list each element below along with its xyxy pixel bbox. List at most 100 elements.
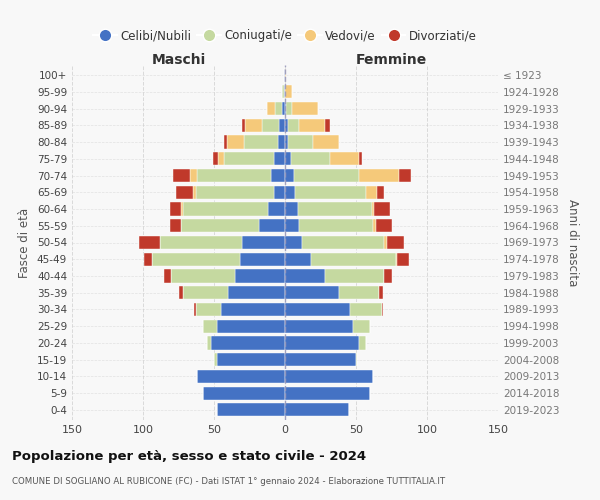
Bar [288,136,313,148]
Bar [285,286,339,300]
Legend: Celibi/Nubili, Coniugati/e, Vedovi/e, Divorziati/e: Celibi/Nubili, Coniugati/e, Vedovi/e, Di… [88,25,482,47]
Bar [242,119,245,132]
Bar [387,236,404,249]
Bar [228,286,285,300]
Bar [366,186,377,199]
Bar [359,152,362,166]
Bar [325,270,385,282]
Bar [259,219,285,232]
Bar [285,386,370,400]
Bar [385,236,387,249]
Bar [218,152,224,166]
Bar [245,119,262,132]
Bar [212,152,218,166]
Bar [197,370,285,383]
Bar [285,303,350,316]
Bar [398,169,412,182]
Bar [179,286,183,300]
Y-axis label: Anni di nascita: Anni di nascita [566,199,579,286]
Text: COMUNE DI SOGLIANO AL RUBICONE (FC) - Dati ISTAT 1° gennaio 2024 - Elaborazione : COMUNE DI SOGLIANO AL RUBICONE (FC) - Da… [12,477,445,486]
Bar [235,270,285,282]
Bar [285,202,298,215]
Bar [274,186,285,199]
Bar [288,119,299,132]
Bar [196,303,221,316]
Bar [359,169,398,182]
Bar [224,136,227,148]
Bar [302,236,385,249]
Bar [376,219,392,232]
Bar [292,102,317,115]
Bar [377,186,385,199]
Bar [353,320,370,333]
Bar [160,236,242,249]
Bar [196,186,274,199]
Bar [285,336,359,349]
Bar [290,152,331,166]
Bar [285,252,311,266]
Bar [285,68,286,82]
Text: Maschi: Maschi [151,52,206,66]
Bar [207,336,211,349]
Bar [172,270,235,282]
Bar [285,404,349,416]
Bar [285,186,295,199]
Bar [285,86,292,98]
Bar [211,336,285,349]
Bar [285,270,325,282]
Bar [285,119,288,132]
Bar [299,119,325,132]
Bar [285,353,356,366]
Bar [284,86,285,98]
Bar [285,236,302,249]
Bar [176,186,193,199]
Bar [282,86,284,98]
Bar [371,202,374,215]
Bar [183,286,228,300]
Bar [285,102,286,115]
Bar [164,270,172,282]
Bar [194,303,196,316]
Bar [298,202,371,215]
Text: Popolazione per età, sesso e stato civile - 2024: Popolazione per età, sesso e stato civil… [12,450,366,463]
Bar [242,236,285,249]
Bar [285,169,293,182]
Bar [193,186,196,199]
Bar [275,102,282,115]
Bar [190,169,197,182]
Bar [262,119,280,132]
Y-axis label: Fasce di età: Fasce di età [19,208,31,278]
Bar [293,169,359,182]
Bar [285,136,288,148]
Bar [280,119,285,132]
Bar [214,353,217,366]
Bar [170,219,181,232]
Bar [373,219,376,232]
Bar [271,169,285,182]
Bar [356,353,358,366]
Bar [217,404,285,416]
Bar [325,119,331,132]
Bar [311,252,396,266]
Bar [285,219,299,232]
Bar [203,320,217,333]
Bar [181,219,259,232]
Bar [285,152,290,166]
Bar [170,202,181,215]
Bar [385,270,392,282]
Bar [244,136,278,148]
Bar [227,136,244,148]
Bar [203,386,285,400]
Bar [397,252,409,266]
Bar [139,236,160,249]
Bar [221,303,285,316]
Bar [286,102,292,115]
Bar [339,286,379,300]
Bar [197,169,271,182]
Bar [396,252,397,266]
Bar [224,152,274,166]
Bar [183,202,268,215]
Bar [350,303,382,316]
Bar [274,152,285,166]
Bar [173,169,190,182]
